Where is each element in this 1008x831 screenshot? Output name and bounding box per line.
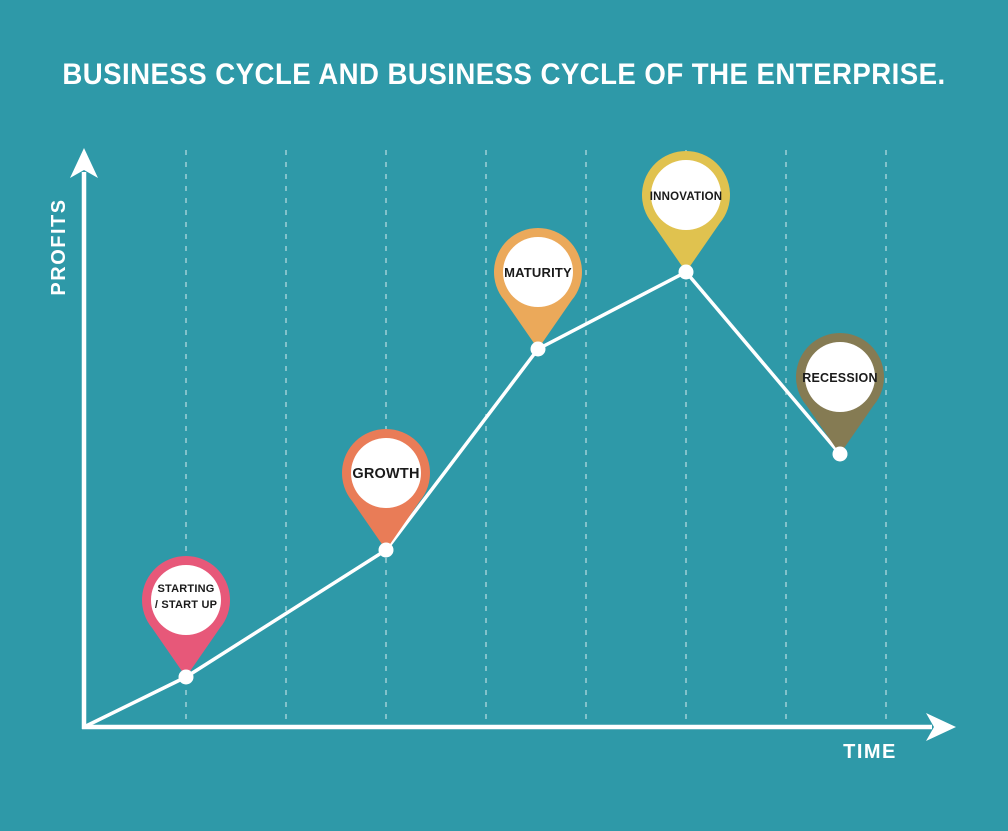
x-axis-arrowhead-icon xyxy=(926,713,956,741)
pin-inner-circle xyxy=(151,565,221,635)
pin-innovation: INNOVATION xyxy=(642,151,730,272)
pin-label: STARTING xyxy=(157,583,214,595)
x-axis-label: TIME xyxy=(843,741,897,763)
data-point-dot xyxy=(178,669,194,685)
pin-maturity: MATURITY xyxy=(494,228,582,349)
pin-growth: GROWTH xyxy=(342,429,430,550)
pin-label: GROWTH xyxy=(352,466,419,482)
data-point-dot xyxy=(378,542,394,558)
y-axis-arrowhead-icon xyxy=(70,148,98,178)
data-point-dot xyxy=(530,341,546,357)
pin-inner-circle xyxy=(351,438,421,508)
chart-title: BUSINESS CYCLE AND BUSINESS CYCLE OF THE… xyxy=(62,58,946,91)
pin-starting: STARTING / START UP xyxy=(142,556,230,677)
data-points xyxy=(178,264,848,685)
pin-inner-circle xyxy=(805,342,875,412)
pin-recession: RECESSION xyxy=(796,333,884,454)
profit-trend-line xyxy=(82,270,842,729)
axes xyxy=(70,148,956,741)
pin-label: INNOVATION xyxy=(650,191,723,203)
data-point-dot xyxy=(678,264,694,280)
pin-label: MATURITY xyxy=(504,265,572,280)
data-point-dot xyxy=(832,446,848,462)
pin-label: / START UP xyxy=(155,599,217,611)
pin-inner-circle xyxy=(503,237,573,307)
pin-inner-circle xyxy=(651,160,721,230)
pin-label: RECESSION xyxy=(802,371,877,385)
stage-pins: STARTING / START UP GROWTH MATURITY INNOVATI… xyxy=(142,151,884,677)
